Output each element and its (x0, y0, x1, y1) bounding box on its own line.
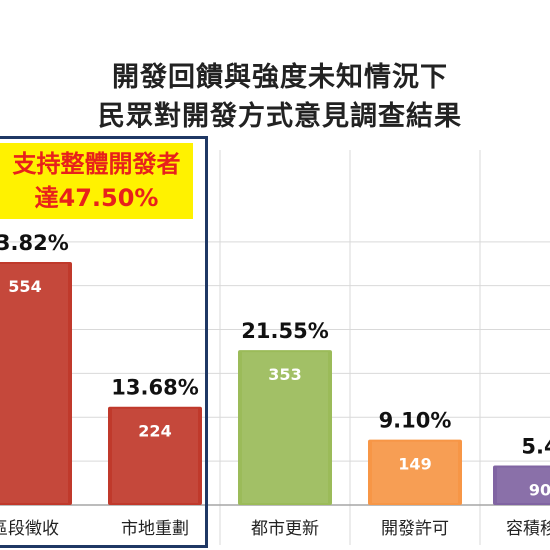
chart-title-line-1: 開發回饋與強度未知情況下 (112, 62, 448, 93)
bar-highlight (242, 352, 328, 503)
x-tick-label: 區段徵收 (0, 519, 59, 539)
bar-count-label: 90 (529, 481, 550, 500)
bar-percent-label: 5.4 (521, 435, 550, 459)
integrated-development-frame (0, 136, 208, 548)
bar-percent-label: 33.82% (0, 231, 69, 255)
bar-highlight (497, 467, 550, 503)
bar-highlight (112, 408, 198, 503)
bar-count-label: 149 (398, 455, 431, 474)
bar-highlight (372, 441, 458, 503)
bar-percent-label: 21.55% (241, 319, 328, 343)
bar-count-label: 224 (138, 422, 171, 441)
callout-line-2: 達47.50% (34, 184, 159, 212)
bar (238, 350, 332, 505)
bar (0, 262, 72, 505)
x-tick-label: 開發許可 (381, 519, 449, 539)
bar (108, 406, 202, 505)
bar-percent-label: 13.68% (111, 376, 198, 400)
bar-count-label: 554 (8, 277, 41, 296)
bar-highlight (0, 264, 68, 503)
bar (493, 465, 550, 505)
x-tick-label: 都市更新 (251, 519, 319, 539)
callout-box: 支持整體開發者 達47.50% (0, 143, 193, 219)
x-tick-label: 容積移轉 (506, 519, 550, 539)
chart-title-line-2: 民眾對開發方式意見調查結果 (98, 101, 462, 132)
bar-percent-label: 9.10% (379, 409, 452, 433)
x-tick-label: 市地重劃 (121, 519, 189, 539)
bar (368, 439, 462, 505)
bar-count-label: 353 (268, 365, 301, 384)
callout-line-1: 支持整體開發者 (12, 150, 181, 178)
